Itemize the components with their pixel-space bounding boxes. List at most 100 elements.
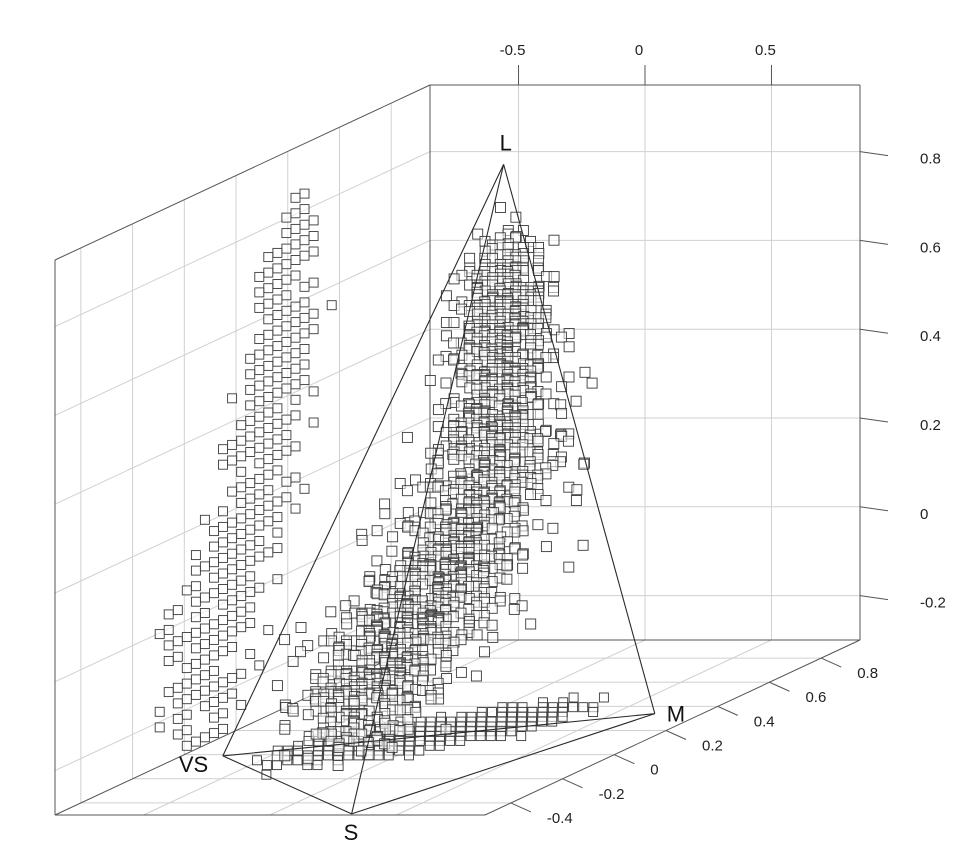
- wall-voxel: [218, 568, 228, 579]
- floor-voxel: [568, 692, 579, 703]
- main-voxel: [533, 265, 545, 276]
- wall-voxel: [281, 243, 292, 254]
- z-tick-mark: [859, 239, 889, 245]
- main-voxel: [410, 706, 422, 718]
- main-voxel: [533, 295, 544, 307]
- wall-voxel: [254, 473, 265, 484]
- floor-voxel: [537, 716, 548, 727]
- main-voxel: [402, 714, 414, 726]
- main-voxel: [310, 728, 322, 740]
- floor-voxel: [434, 740, 445, 751]
- wall-voxel: [181, 694, 192, 705]
- wall-voxel: [199, 561, 210, 572]
- wall-voxel: [245, 400, 256, 411]
- wall-voxel: [227, 610, 238, 621]
- y-tick-mark: [614, 754, 635, 765]
- main-voxel: [579, 366, 591, 378]
- wall-voxel: [190, 736, 201, 747]
- wall-voxel: [254, 365, 265, 376]
- wall-voxel: [263, 329, 274, 340]
- wall-voxel: [281, 305, 292, 316]
- main-voxel: [540, 352, 552, 364]
- main-voxel: [425, 693, 437, 705]
- wall-voxel: [272, 356, 283, 367]
- wall-voxel: [290, 379, 301, 390]
- floor-voxel: [414, 735, 425, 746]
- wall-voxel: [281, 414, 292, 425]
- main-voxel: [577, 539, 589, 551]
- wall-voxel: [254, 396, 265, 407]
- wall-voxel: [308, 308, 319, 319]
- main-voxel: [563, 371, 575, 383]
- wall-voxel: [272, 341, 283, 352]
- wall-voxel: [299, 219, 310, 230]
- wall-voxel: [290, 239, 301, 250]
- main-voxel: [471, 629, 483, 641]
- wall-voxel: [236, 451, 247, 462]
- tetra-edge: [351, 164, 505, 814]
- wall-voxel: [254, 551, 265, 562]
- wall-voxel: [281, 336, 292, 347]
- wall-voxel: [236, 513, 247, 524]
- main-voxel: [448, 337, 460, 349]
- main-voxel: [463, 353, 475, 365]
- wall-voxel: [190, 596, 201, 607]
- main-voxel: [532, 418, 544, 430]
- tetrahedron-edges: [222, 164, 656, 815]
- floor-voxel: [323, 750, 333, 761]
- main-voxel: [295, 646, 306, 658]
- wall-voxel: [272, 418, 283, 429]
- wall-voxel: [199, 623, 210, 634]
- wall-voxel: [263, 485, 274, 496]
- wall-voxel: [209, 634, 219, 645]
- wall-voxel: [281, 492, 292, 503]
- floor-voxel: [588, 707, 599, 717]
- x-tick-label: 0: [635, 42, 643, 59]
- wall-voxel: [163, 656, 174, 666]
- wall-voxel: [263, 407, 274, 418]
- wall-voxel: [245, 447, 256, 457]
- wall-voxel: [181, 663, 192, 674]
- wall-voxel: [299, 188, 310, 199]
- y-tick-label: -0.4: [547, 810, 573, 827]
- wall-voxel: [163, 609, 174, 620]
- main-voxel: [486, 602, 498, 614]
- wall-voxel: [227, 688, 238, 699]
- main-voxel: [556, 407, 568, 419]
- wall-voxel: [272, 434, 283, 445]
- main-voxel: [332, 760, 344, 771]
- main-voxel: [302, 752, 314, 764]
- wall-voxel: [209, 681, 219, 692]
- floor-voxel: [568, 702, 579, 713]
- floor-voxel: [485, 731, 496, 742]
- wall-voxel: [299, 204, 310, 215]
- z-tick-mark: [859, 506, 889, 512]
- wall-voxel: [181, 585, 192, 596]
- wall-voxel: [290, 472, 301, 483]
- main-voxel: [302, 709, 314, 721]
- wall-voxel: [281, 212, 292, 223]
- wall-voxel: [299, 344, 310, 354]
- wall-voxel: [209, 650, 219, 661]
- floor-voxel: [373, 750, 384, 761]
- wall-voxel: [299, 483, 310, 494]
- wall-voxel: [281, 476, 292, 487]
- main-voxel: [379, 564, 391, 575]
- wall-voxel: [227, 626, 238, 637]
- main-voxel: [379, 508, 391, 520]
- wall-voxel: [245, 524, 256, 535]
- vertex-label-vs: VS: [179, 752, 208, 777]
- main-voxel: [356, 728, 368, 740]
- main-voxel: [495, 202, 506, 213]
- main-voxel: [510, 232, 521, 244]
- wall-voxel: [299, 250, 310, 261]
- floor-voxel: [547, 716, 558, 727]
- floor-voxel: [465, 731, 476, 742]
- wall-voxel: [299, 375, 310, 386]
- y-tick-mark: [769, 681, 790, 692]
- wall-voxel: [281, 228, 292, 239]
- wall-voxel: [290, 192, 301, 203]
- floor-voxel: [272, 760, 282, 771]
- wall-voxel: [245, 586, 256, 597]
- wall-voxel: [254, 660, 265, 671]
